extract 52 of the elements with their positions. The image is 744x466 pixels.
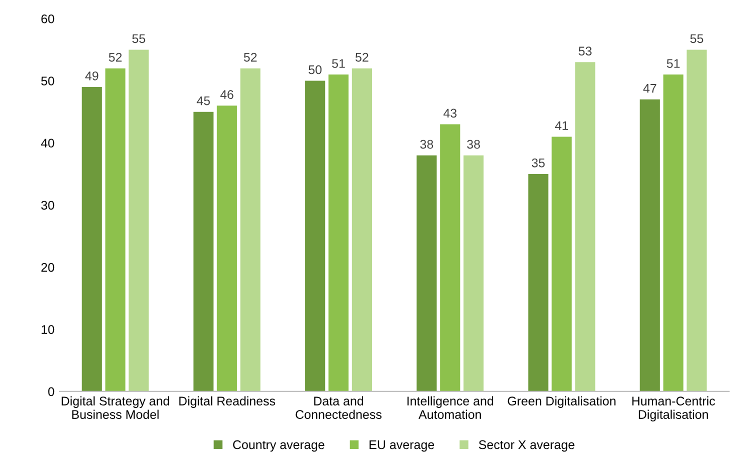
y-tick-label: 50 — [41, 76, 54, 86]
data-label: 55 — [690, 34, 704, 44]
y-tick-label: 10 — [42, 325, 54, 334]
y-tick-label: 30 — [41, 200, 54, 210]
x-tick-label: Digital Readiness — [179, 396, 276, 408]
x-tick-label: Intelligence and Automation — [407, 396, 494, 419]
bar — [552, 136, 572, 392]
legend-label: Country average — [233, 440, 324, 452]
legend-label: Sector X average — [478, 440, 574, 452]
bar — [686, 50, 707, 392]
data-label: 45 — [196, 96, 210, 106]
data-label: 50 — [308, 65, 322, 74]
bar — [663, 74, 684, 392]
data-label: 35 — [532, 158, 545, 168]
legend-label: EU average — [370, 440, 434, 452]
data-label: 38 — [420, 140, 434, 149]
bar — [416, 155, 437, 392]
bar — [575, 62, 596, 392]
data-label: 52 — [356, 52, 368, 62]
data-label: 38 — [467, 140, 480, 149]
data-label: 52 — [108, 52, 122, 62]
bar — [128, 50, 149, 392]
bar — [440, 124, 460, 392]
data-label: 47 — [643, 84, 656, 93]
bar — [352, 68, 372, 392]
data-label: 46 — [220, 90, 234, 99]
data-label: 52 — [244, 52, 257, 62]
bar — [193, 112, 214, 392]
bar — [240, 68, 260, 392]
y-tick-label: 60 — [41, 14, 54, 24]
y-tick-label: 40 — [41, 138, 54, 148]
x-tick-label: Human-Centric Digitalisation — [632, 396, 716, 422]
bar — [105, 68, 126, 392]
bar — [305, 80, 326, 392]
y-tick-label: 20 — [41, 262, 54, 272]
bar — [640, 99, 660, 392]
bar — [528, 174, 548, 392]
data-label: 53 — [578, 46, 592, 56]
data-label: 51 — [666, 59, 680, 68]
x-tick-label: Data and Connectedness — [296, 396, 382, 419]
data-label: 51 — [332, 59, 345, 68]
x-tick-label: Green Digitalisation — [508, 396, 616, 408]
bar — [216, 106, 237, 392]
bar — [328, 74, 349, 392]
bar — [464, 155, 484, 392]
data-label: 41 — [555, 121, 568, 130]
data-label: 55 — [132, 34, 146, 44]
bar — [82, 86, 102, 392]
y-tick-label: 0 — [48, 387, 54, 396]
data-label: 49 — [85, 72, 98, 80]
data-label: 43 — [443, 108, 457, 118]
x-tick-label: Digital Strategy and Business Model — [62, 396, 170, 419]
